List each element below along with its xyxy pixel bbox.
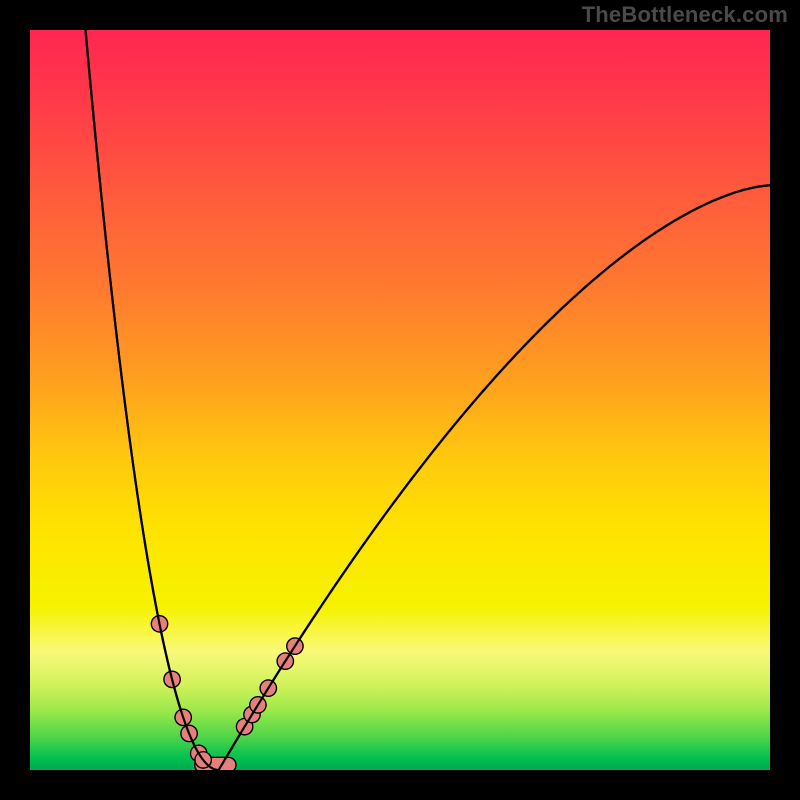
curve-right-branch-top (219, 185, 770, 770)
curve-left-branch (86, 30, 219, 770)
curve-right-branch (219, 185, 770, 770)
watermark-label: TheBottleneck.com (582, 2, 788, 28)
bottleneck-curve-layer (30, 30, 770, 770)
plot-area (30, 30, 770, 770)
curve-left-branch-top (86, 30, 219, 770)
stage: TheBottleneck.com (0, 0, 800, 800)
